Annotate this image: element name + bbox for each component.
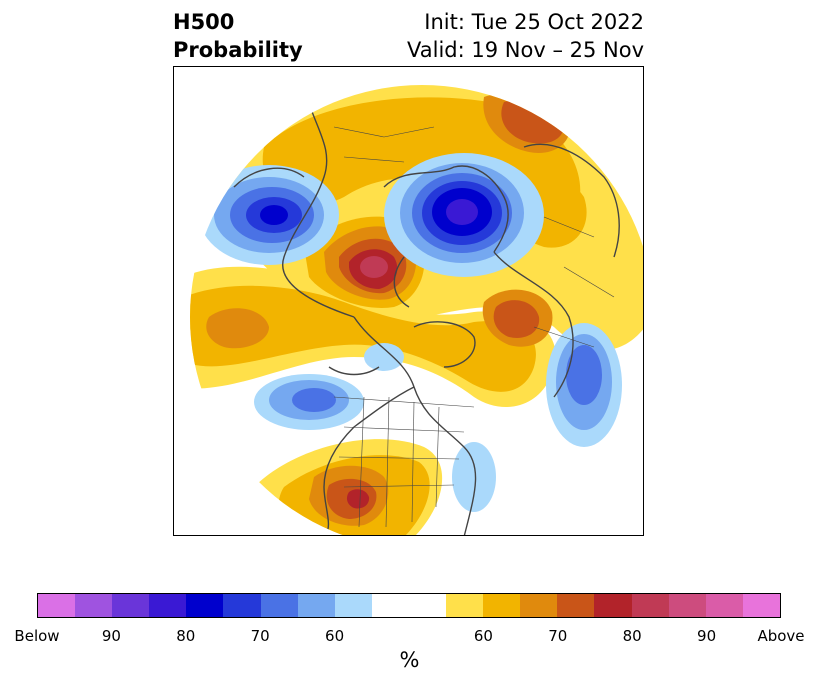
colorbar-tick-label: 80 — [176, 627, 196, 645]
colorbar-cell — [594, 594, 632, 617]
colorbar-tick-label: 70 — [250, 627, 270, 645]
probability-map — [173, 66, 644, 536]
probability-colorbar — [37, 593, 781, 618]
colorbar-cell — [38, 594, 76, 617]
colorbar-cell — [186, 594, 224, 617]
colorbar-cell — [371, 594, 409, 617]
colorbar-tick-labels: Below 90 80 70 60 60 70 80 90 Above — [0, 627, 819, 647]
colorbar-unit-label: % — [399, 648, 420, 672]
title-line-1: H500 — [173, 10, 235, 34]
political-borders — [333, 126, 615, 528]
colorbar-cell — [223, 594, 261, 617]
colorbar-cell — [149, 594, 187, 617]
below-85-areas — [446, 199, 478, 225]
colorbar-cell — [668, 594, 706, 617]
title-line-2: Probability — [173, 38, 303, 62]
colorbar-cell — [112, 594, 150, 617]
colorbar-cell — [446, 594, 484, 617]
colorbar-cell — [557, 594, 595, 617]
colorbar-tick-label: 90 — [697, 627, 717, 645]
colorbar-cell — [483, 594, 521, 617]
colorbar-cell — [260, 594, 298, 617]
map-svg — [190, 85, 643, 535]
coastlines — [233, 86, 620, 535]
colorbar-cell — [631, 594, 669, 617]
colorbar-cell — [334, 594, 372, 617]
colorbar-cell — [742, 594, 780, 617]
colorbar-cell — [705, 594, 743, 617]
colorbar-tick-label: 60 — [473, 627, 493, 645]
date-info: Init: Tue 25 Oct 2022 Valid: 19 Nov – 25… — [407, 8, 644, 64]
map-title: H500 Probability — [173, 8, 303, 64]
colorbar-cell — [75, 594, 113, 617]
colorbar-tick-label: 80 — [622, 627, 642, 645]
colorbar-tick-label: 60 — [325, 627, 345, 645]
init-date: Init: Tue 25 Oct 2022 — [424, 10, 644, 34]
colorbar-tick-label: 70 — [548, 627, 568, 645]
colorbar-cell — [520, 594, 558, 617]
colorbar-cell — [297, 594, 335, 617]
valid-range: Valid: 19 Nov – 25 Nov — [407, 38, 644, 62]
colorbar-tick-label: Above — [757, 627, 805, 645]
colorbar-tick-label: Below — [14, 627, 60, 645]
colorbar-cell — [408, 594, 447, 617]
above-85-areas — [360, 256, 388, 278]
colorbar-tick-label: 90 — [101, 627, 121, 645]
